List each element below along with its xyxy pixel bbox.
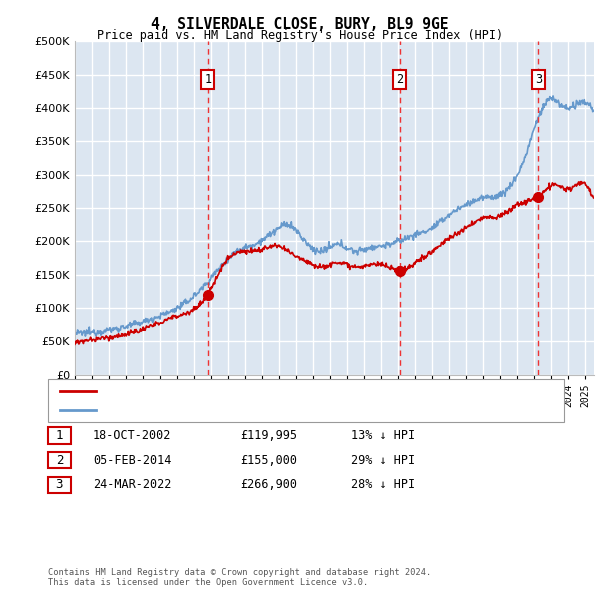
Text: 05-FEB-2014: 05-FEB-2014 — [93, 454, 172, 467]
Text: 3: 3 — [535, 73, 542, 86]
Text: £119,995: £119,995 — [240, 429, 297, 442]
Text: 2: 2 — [396, 73, 403, 86]
Text: HPI: Average price, detached house, Bury: HPI: Average price, detached house, Bury — [105, 405, 365, 415]
Text: Price paid vs. HM Land Registry's House Price Index (HPI): Price paid vs. HM Land Registry's House … — [97, 30, 503, 42]
Text: 1: 1 — [56, 429, 63, 442]
Text: 4, SILVERDALE CLOSE, BURY, BL9 9GE (detached house): 4, SILVERDALE CLOSE, BURY, BL9 9GE (deta… — [105, 386, 437, 396]
Text: 1: 1 — [204, 73, 211, 86]
Text: 3: 3 — [56, 478, 63, 491]
Text: 29% ↓ HPI: 29% ↓ HPI — [351, 454, 415, 467]
Text: 4, SILVERDALE CLOSE, BURY, BL9 9GE: 4, SILVERDALE CLOSE, BURY, BL9 9GE — [151, 17, 449, 31]
Text: Contains HM Land Registry data © Crown copyright and database right 2024.
This d: Contains HM Land Registry data © Crown c… — [48, 568, 431, 587]
Text: £155,000: £155,000 — [240, 454, 297, 467]
Text: 28% ↓ HPI: 28% ↓ HPI — [351, 478, 415, 491]
Text: £266,900: £266,900 — [240, 478, 297, 491]
Text: 18-OCT-2002: 18-OCT-2002 — [93, 429, 172, 442]
Text: 13% ↓ HPI: 13% ↓ HPI — [351, 429, 415, 442]
Text: 24-MAR-2022: 24-MAR-2022 — [93, 478, 172, 491]
Text: 2: 2 — [56, 454, 63, 467]
